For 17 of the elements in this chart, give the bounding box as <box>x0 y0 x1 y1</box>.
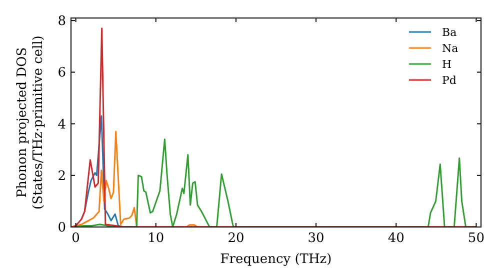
y-tick-label: 6 <box>58 66 66 81</box>
legend-label: Na <box>442 42 459 55</box>
y-tick-label: 0 <box>58 220 66 236</box>
x-tick-label: 10 <box>148 231 164 246</box>
x-tick-label: 50 <box>468 231 484 246</box>
y-tick-label: 2 <box>58 168 66 184</box>
y-tick-label: 4 <box>58 117 66 132</box>
legend-label: H <box>442 58 452 71</box>
legend-label: Ba <box>442 26 458 39</box>
x-tick-label: 40 <box>388 231 404 246</box>
y-tick-label: 8 <box>58 14 66 30</box>
x-axis-title: Frequency (THz) <box>220 252 332 267</box>
legend-label: Pd <box>442 74 456 87</box>
x-tick-label: 30 <box>308 231 324 246</box>
y-axis-title: Phonon projected DOS (States/THz·primitive cell) <box>15 35 46 210</box>
x-tick-label: 20 <box>228 231 244 246</box>
x-tick-label: 0 <box>72 231 80 246</box>
